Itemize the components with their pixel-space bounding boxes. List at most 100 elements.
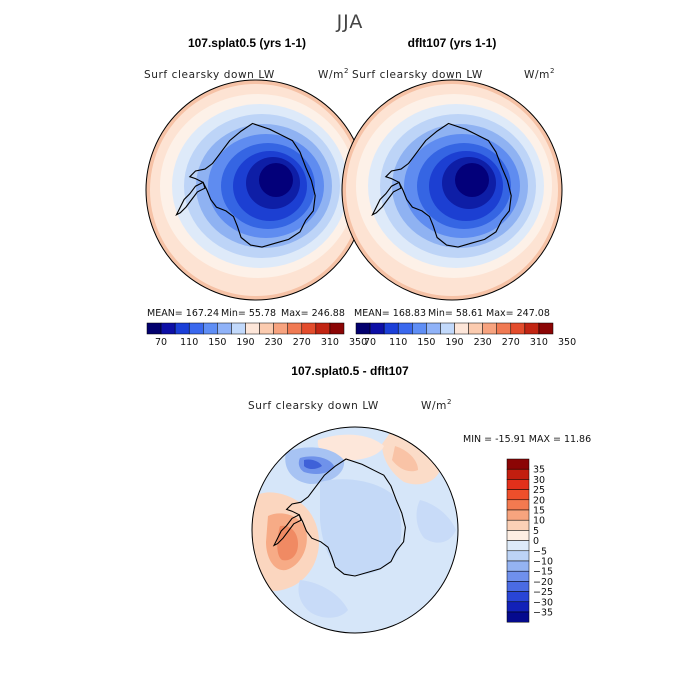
panel-diff-colorbar-tick-label: −30	[533, 597, 553, 608]
panel-diff-colorbar-box	[506, 479, 530, 490]
panel-left-colorbar-tick-label: 270	[293, 337, 311, 348]
panel-left-variable: Surf clearsky down LW	[144, 69, 275, 81]
panel-diff-colorbar-tick-label: −35	[533, 608, 553, 619]
panel-right-colorbar-box	[482, 322, 497, 335]
panel-diff-colorbar-box	[506, 509, 530, 521]
panel-diff-colorbar-tick-label: 30	[533, 475, 545, 486]
panel-diff-colorbar-box	[506, 560, 530, 572]
panel-diff-colorbar-box	[506, 540, 530, 552]
panel-left-colorbar-tick-label: 350	[349, 337, 367, 348]
panel-right: dflt107 (yrs 1-1) Surf clearsky down LW …	[341, 36, 576, 348]
panel-left: 107.splat0.5 (yrs 1-1) Surf clearsky dow…	[144, 36, 367, 348]
season-title: JJA	[336, 11, 364, 33]
panel-left-title: 107.splat0.5 (yrs 1-1)	[188, 36, 306, 50]
panel-left-colorbar-box	[287, 322, 303, 335]
panel-left-colorbar-box	[217, 322, 232, 335]
panel-diff-colorbar-tick-label: 5	[533, 526, 539, 537]
panel-right-colorbar-tick-label: 110	[389, 337, 407, 348]
panel-diff-colorbar-tick-label: 25	[533, 485, 545, 496]
panel-right-colorbar-box	[440, 322, 455, 335]
panel-right-colorbar-tick-label: 150	[417, 337, 435, 348]
panel-diff-colorbar-tick-label: −20	[533, 577, 553, 588]
panel-right-colorbar-box	[496, 322, 512, 335]
panel-right-colorbar-tick-label: 350	[558, 337, 576, 348]
panel-right-colorbar-tick-label: 230	[474, 337, 492, 348]
panel-diff-colorbar-box	[506, 519, 530, 531]
panel-diff-colorbar-tick-label: 20	[533, 495, 545, 506]
panel-right-max: Max= 247.08	[486, 308, 550, 319]
panel-diff-colorbar-box	[506, 601, 530, 613]
panel-diff-colorbar-tick-label: 0	[533, 536, 539, 547]
panel-right-colorbar-box	[426, 322, 441, 335]
panel-right-units: W/m2	[524, 67, 555, 81]
panel-diff-map	[252, 427, 458, 633]
panel-left-colorbar-box	[188, 322, 204, 335]
panel-right-colorbar-box	[355, 322, 371, 335]
panel-right-variable: Surf clearsky down LW	[352, 69, 483, 81]
panel-left-colorbar-box	[146, 322, 162, 335]
panel-left-colorbar-tick-label: 110	[180, 337, 198, 348]
panel-diff-colorbar-box	[506, 489, 530, 501]
panel-left-colorbar-tick-label: 150	[208, 337, 226, 348]
panel-diff-variable: Surf clearsky down LW	[248, 400, 379, 412]
panel-left-units: W/m2	[318, 67, 349, 81]
panel-left-colorbar-tick-label: 190	[236, 337, 254, 348]
panel-left-mean: MEAN= 167.24	[147, 308, 219, 319]
panel-left-colorbar-box	[160, 322, 176, 335]
panel-diff-colorbar-tick-label: −25	[533, 587, 553, 598]
panel-diff-units: W/m2	[421, 398, 452, 412]
panel-right-stats: MEAN= 168.83 Min= 58.61 Max= 247.08	[354, 308, 550, 319]
panel-left-colorbar-tick-label: 310	[321, 337, 339, 348]
panel-diff-colorbar	[506, 458, 530, 623]
panel-left-max: Max= 246.88	[281, 308, 345, 319]
panel-left-colorbar	[146, 322, 345, 335]
panel-right-min: Min= 58.61	[428, 308, 483, 319]
panel-right-colorbar-ticks: 70 110 150 190 230 270 310 350	[364, 337, 576, 348]
panel-left-colorbar-tick-label: 230	[265, 337, 283, 348]
panel-left-colorbar-ticks: 70 110 150 190 230 270 310 350	[155, 337, 367, 348]
panel-diff-colorbar-tick-label: 10	[533, 516, 545, 527]
panel-diff-colorbar-box	[506, 581, 530, 592]
panel-right-map	[342, 80, 562, 300]
panel-diff-colorbar-box	[506, 570, 530, 582]
panel-right-colorbar-box	[383, 322, 399, 335]
panel-diff: 107.splat0.5 - dflt107 Surf clearsky dow…	[248, 364, 591, 634]
panel-right-mean: MEAN= 168.83	[354, 308, 426, 319]
panel-right-colorbar-box	[538, 322, 554, 335]
panel-right-colorbar-box	[369, 322, 385, 335]
panel-right-title: dflt107 (yrs 1-1)	[408, 36, 497, 50]
panel-right-colorbar-tick-label: 310	[530, 337, 548, 348]
panel-diff-colorbar-tick-label: −10	[533, 557, 553, 568]
panel-left-colorbar-box	[315, 322, 331, 335]
panel-diff-colorbar-box	[506, 611, 530, 623]
panel-diff-colorbar-tick-label: −5	[533, 546, 547, 557]
panel-left-colorbar-box	[301, 322, 317, 335]
panel-right-colorbar-box	[454, 322, 469, 335]
panel-right-colorbar-box	[397, 322, 413, 335]
panel-right-colorbar-tick-label: 190	[445, 337, 463, 348]
panel-left-colorbar-tick-label: 70	[155, 337, 167, 348]
panel-left-colorbar-box	[203, 322, 218, 335]
panel-diff-colorbar-box	[506, 591, 530, 603]
panel-left-map	[146, 80, 366, 300]
panel-diff-colorbar-tick-label: 15	[533, 506, 545, 517]
panel-diff-colorbar-box	[506, 458, 530, 470]
panel-left-colorbar-box	[259, 322, 274, 335]
panel-left-min: Min= 55.78	[221, 308, 276, 319]
panel-left-colorbar-box	[245, 322, 260, 335]
panel-right-colorbar-box	[412, 322, 427, 335]
panel-diff-colorbar-box	[506, 468, 530, 480]
panel-left-colorbar-box	[329, 322, 345, 335]
panel-left-colorbar-box	[231, 322, 246, 335]
panel-right-colorbar-tick-label: 70	[364, 337, 376, 348]
panel-right-colorbar-tick-label: 270	[502, 337, 520, 348]
panel-right-colorbar-box	[510, 322, 526, 335]
panel-diff-colorbar-box	[506, 499, 530, 511]
panel-right-colorbar-box	[524, 322, 540, 335]
panel-left-colorbar-box	[174, 322, 190, 335]
panel-left-colorbar-box	[273, 322, 288, 335]
panel-diff-colorbar-tick-label: 35	[533, 465, 545, 476]
panel-right-colorbar-box	[468, 322, 483, 335]
